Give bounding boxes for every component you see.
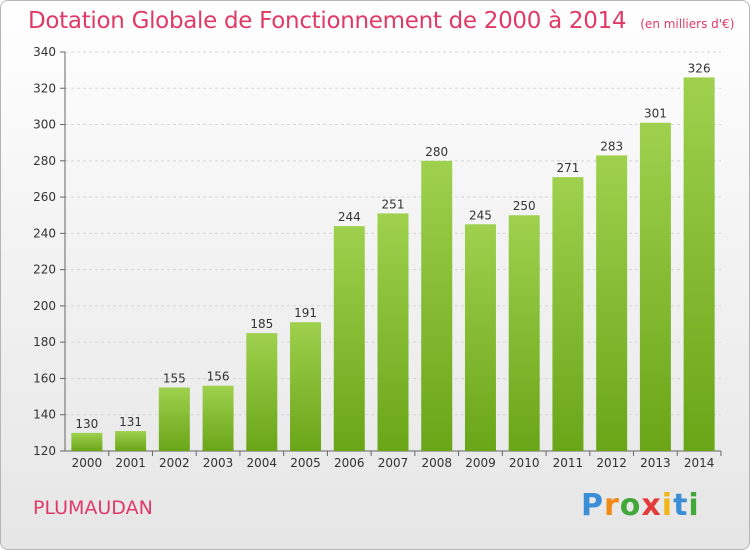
y-tick-label: 280: [33, 154, 56, 168]
bar: [158, 387, 190, 451]
y-tick-label: 260: [33, 190, 56, 204]
bar-value-label: 185: [250, 317, 273, 331]
bar: [115, 431, 147, 451]
y-tick-label: 120: [33, 444, 56, 458]
x-tick-label: 2014: [684, 456, 715, 470]
bar-value-label: 131: [119, 415, 142, 429]
x-tick-label: 2007: [378, 456, 409, 470]
bar: [552, 177, 584, 451]
bar: [246, 333, 278, 451]
bar-value-label: 251: [382, 197, 405, 211]
x-tick-label: 2011: [553, 456, 584, 470]
bar: [639, 122, 671, 452]
logo-letter: t: [673, 488, 689, 523]
bar-value-label: 326: [688, 61, 711, 75]
bar-value-label: 130: [75, 417, 98, 431]
x-tick-label: 2006: [334, 456, 365, 470]
y-tick-label: 340: [33, 45, 56, 59]
x-tick-label: 2000: [72, 456, 103, 470]
logo-letter: i: [688, 488, 700, 523]
bar: [202, 385, 234, 451]
x-tick-label: 2013: [640, 456, 671, 470]
data-labels: 130 131 155 156 185 191 244 251 280 245 250 271 283 3…: [75, 61, 710, 430]
bar-value-label: 271: [556, 161, 579, 175]
bar: [290, 322, 322, 451]
x-tick-label: 2002: [159, 456, 190, 470]
x-tick-label: 2005: [290, 456, 321, 470]
y-tick-label: 160: [33, 371, 56, 385]
y-tick-label: 140: [33, 408, 56, 422]
bar-value-label: 280: [425, 145, 448, 159]
x-tick-label: 2004: [247, 456, 278, 470]
logo-letter: P: [581, 488, 604, 523]
x-tick-label: 2010: [509, 456, 540, 470]
proxiti-logo: Proxiti: [581, 488, 700, 523]
logo-letter: x: [641, 488, 662, 523]
chart-title: Dotation Globale de Fonctionnement de 20…: [28, 8, 734, 34]
bar: [333, 226, 365, 451]
bar-value-label: 245: [469, 208, 492, 222]
chart-unit: (en milliers d'€): [640, 17, 735, 31]
y-tick-label: 320: [33, 81, 56, 95]
axes: 120 140 160 180 200 220 240 260 280 300 320 340 2000…: [33, 45, 722, 470]
bar-value-label: 301: [644, 107, 667, 121]
y-tick-label: 180: [33, 335, 56, 349]
bar-value-label: 250: [513, 199, 536, 213]
bar: [71, 432, 103, 451]
bar: [683, 77, 715, 452]
bar-value-label: 191: [294, 306, 317, 320]
y-tick-label: 300: [33, 118, 56, 132]
y-tick-label: 220: [33, 263, 56, 277]
y-tick-label: 200: [33, 299, 56, 313]
logo-letter: r: [604, 488, 620, 523]
bar-value-label: 155: [163, 372, 186, 386]
bar-value-label: 244: [338, 210, 361, 224]
bar-value-label: 156: [207, 370, 230, 384]
logo-letter: i: [661, 488, 674, 523]
chart-title-text: Dotation Globale de Fonctionnement de 20…: [28, 8, 627, 34]
bars: [71, 77, 715, 452]
x-tick-label: 2009: [465, 456, 496, 470]
bar: [596, 155, 628, 452]
y-tick-label: 240: [33, 226, 56, 240]
x-tick-label: 2003: [203, 456, 234, 470]
bar: [464, 224, 496, 451]
bar: [421, 160, 453, 451]
logo-letter: o: [619, 488, 642, 523]
x-tick-label: 2008: [421, 456, 452, 470]
bar: [377, 213, 409, 451]
bar: [508, 215, 540, 451]
bar-value-label: 283: [600, 139, 623, 153]
x-tick-label: 2001: [115, 456, 146, 470]
x-tick-label: 2012: [596, 456, 627, 470]
commune-name: PLUMAUDAN: [33, 497, 153, 519]
